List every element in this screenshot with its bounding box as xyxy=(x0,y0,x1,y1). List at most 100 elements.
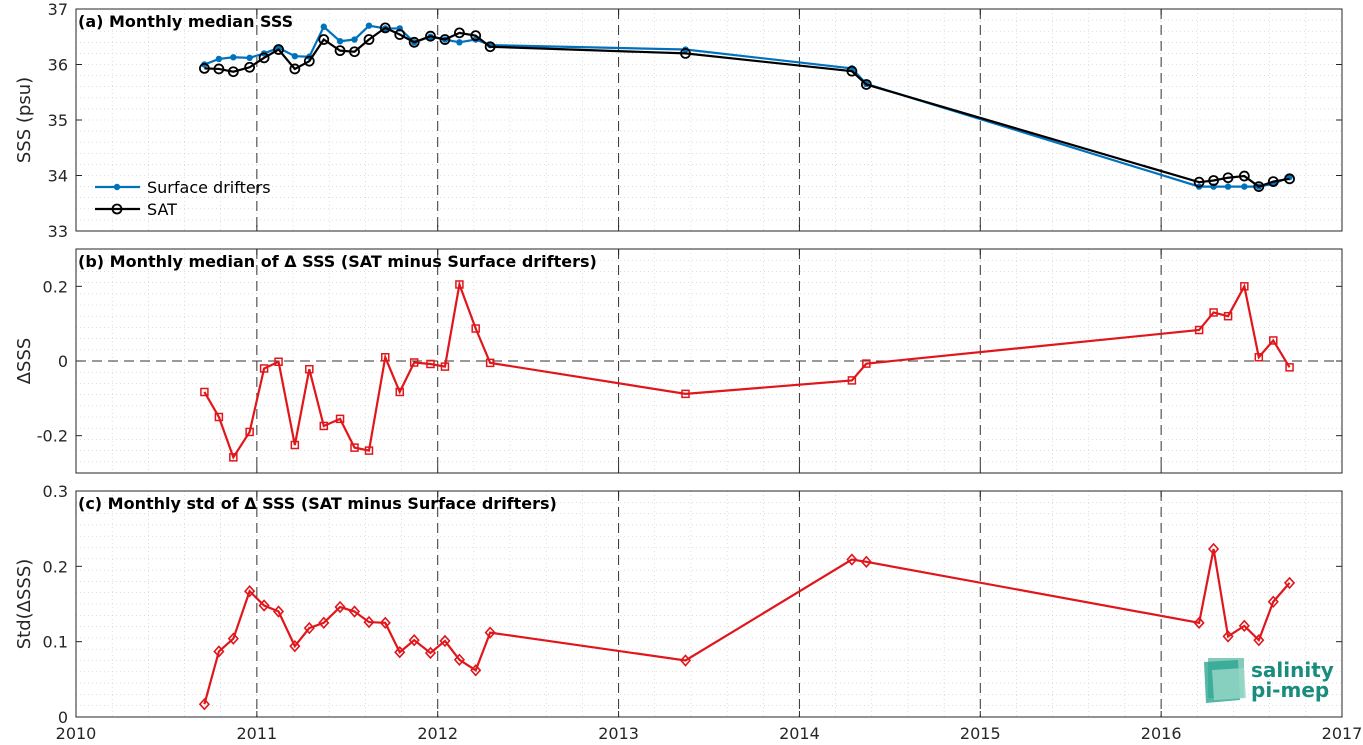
data-point xyxy=(289,639,301,653)
data-point xyxy=(485,358,495,368)
data-point xyxy=(1241,183,1248,190)
data-point xyxy=(259,364,269,373)
data-point xyxy=(303,621,315,635)
data-point xyxy=(336,37,344,45)
data-point xyxy=(289,63,301,75)
y-tick-label: 36 xyxy=(48,56,68,75)
data-point xyxy=(213,645,225,658)
y-tick-label: 34 xyxy=(48,167,68,186)
data-point xyxy=(365,22,373,29)
x-tick-label: 2010 xyxy=(56,724,97,743)
data-point xyxy=(1284,173,1295,185)
data-point xyxy=(291,52,299,60)
data-point xyxy=(258,52,270,64)
logo-line1: salinity xyxy=(1251,658,1334,682)
data-point xyxy=(379,22,391,34)
data-point xyxy=(1238,619,1250,633)
data-point xyxy=(198,697,210,711)
data-point xyxy=(363,615,375,629)
legend-entry: Surface drifters xyxy=(147,178,271,197)
data-point xyxy=(424,646,437,660)
x-tick-label: 2016 xyxy=(1141,724,1182,743)
data-point xyxy=(394,29,406,40)
data-point xyxy=(318,34,330,45)
axes-frame xyxy=(75,490,1343,718)
data-point xyxy=(1238,170,1250,182)
data-point xyxy=(426,359,435,369)
y-tick-label: 35 xyxy=(48,111,68,130)
x-tick-label: 2013 xyxy=(598,724,639,743)
panel-title: (a) Monthly median SSS xyxy=(78,12,293,31)
data-point xyxy=(272,605,285,618)
data-point xyxy=(1222,172,1234,184)
data-point xyxy=(439,34,451,45)
data-point xyxy=(470,30,482,42)
y-tick-label: 37 xyxy=(48,0,68,19)
series-c xyxy=(198,542,1296,711)
data-point xyxy=(1222,630,1234,643)
data-point xyxy=(1209,308,1218,317)
data-point xyxy=(320,23,327,30)
y-tick-label: 0 xyxy=(58,352,68,371)
data-point xyxy=(305,364,314,374)
data-point xyxy=(1193,176,1205,188)
data-point xyxy=(273,44,284,55)
data-point xyxy=(215,55,223,63)
data-point xyxy=(1269,336,1278,345)
data-point xyxy=(213,63,225,75)
series-b xyxy=(200,280,1294,462)
data-point xyxy=(862,359,871,368)
data-point xyxy=(394,646,406,659)
data-point xyxy=(1253,181,1265,193)
data-point xyxy=(1223,311,1233,321)
logo-mark xyxy=(1212,668,1246,700)
data-point xyxy=(303,55,315,67)
data-point xyxy=(349,46,360,58)
data-point xyxy=(245,427,254,437)
data-point xyxy=(409,358,419,367)
series-line xyxy=(203,280,1291,460)
series-sat xyxy=(199,22,1295,193)
data-point xyxy=(199,62,210,74)
logo-line2: pi-mep xyxy=(1251,678,1329,702)
data-point xyxy=(318,616,330,630)
data-point xyxy=(200,387,209,397)
data-point xyxy=(680,48,691,59)
data-point xyxy=(258,599,270,612)
data-point xyxy=(364,446,374,455)
data-point xyxy=(334,600,346,614)
data-point xyxy=(679,654,692,667)
data-point xyxy=(395,387,404,397)
data-point xyxy=(351,36,358,43)
y-tick-label: 0.2 xyxy=(43,277,68,296)
panel-c: 0 0.1 0.2 0.3 2010 2011 2012 2013 2014 2015 2016 20… xyxy=(14,482,1362,743)
data-point xyxy=(1224,183,1232,190)
data-point xyxy=(408,36,420,48)
data-point xyxy=(1283,576,1296,590)
data-point xyxy=(1285,363,1294,372)
y-axis-label: ΔSSS xyxy=(14,338,35,385)
data-point xyxy=(379,616,391,630)
data-point xyxy=(484,41,496,53)
data-point xyxy=(846,553,858,566)
series-line xyxy=(203,548,1291,705)
data-point xyxy=(335,414,345,424)
data-point xyxy=(230,54,237,61)
legend-marker xyxy=(111,203,123,215)
data-point xyxy=(1254,353,1264,362)
data-point xyxy=(363,34,375,45)
data-point xyxy=(1267,595,1279,608)
data-point xyxy=(229,453,238,462)
data-point xyxy=(681,389,690,399)
series-line xyxy=(204,26,1290,188)
data-point xyxy=(408,633,420,647)
data-point xyxy=(227,632,239,645)
data-point xyxy=(453,653,465,666)
data-point xyxy=(381,353,390,362)
y-tick-label: -0.2 xyxy=(37,427,68,446)
y-tick-label: 33 xyxy=(48,222,68,241)
data-point xyxy=(348,605,361,618)
legend-entry: SAT xyxy=(147,200,177,219)
data-point xyxy=(244,61,256,73)
data-point xyxy=(439,634,451,648)
